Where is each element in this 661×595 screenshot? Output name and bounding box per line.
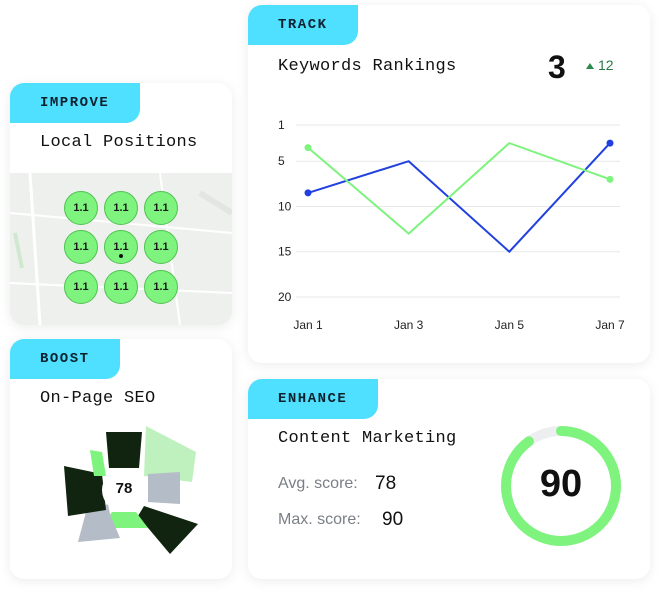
boost-title: On-Page SEO xyxy=(40,389,156,408)
x-tick-label: Jan 1 xyxy=(293,318,323,332)
seo-polar-chart xyxy=(64,426,198,554)
grid-dot[interactable]: 1.1 xyxy=(144,230,178,264)
grid-dot[interactable]: 1.1 xyxy=(64,270,98,304)
x-tick-label: Jan 3 xyxy=(394,318,424,332)
track-card: TRACK Keywords Rankings 3 12 1 5 10 15 20 Jan… xyxy=(248,5,650,363)
boost-card: BOOST On-Page SEO 78 xyxy=(10,339,232,579)
grid-dot[interactable]: 1.1 xyxy=(104,270,138,304)
improve-card: IMPROVE Local Positions 1.1 1.1 1.1 1.1 … xyxy=(10,83,232,325)
seo-score: 78 xyxy=(115,480,133,497)
location-pin-icon xyxy=(119,254,123,258)
improve-title: Local Positions xyxy=(40,133,198,152)
rank-change: 12 xyxy=(598,57,614,73)
gauge-value: 90 xyxy=(539,463,583,505)
grid-dot[interactable]: 1.1 xyxy=(104,191,138,225)
y-tick-label: 15 xyxy=(278,245,292,259)
enhance-title: Content Marketing xyxy=(278,429,457,448)
series-line xyxy=(307,141,611,235)
rank-up-icon xyxy=(586,63,594,69)
x-tick-label: Jan 7 xyxy=(595,318,625,332)
series-point xyxy=(304,189,312,197)
max-score-value: 90 xyxy=(382,509,404,530)
series-point xyxy=(606,139,614,147)
max-score-label: Max. score: xyxy=(278,511,361,528)
y-tick-label: 5 xyxy=(278,154,285,168)
score-gauge xyxy=(501,426,621,546)
boost-tag: BOOST xyxy=(10,339,120,379)
series-point xyxy=(304,144,312,152)
gauge-fill xyxy=(501,426,621,546)
y-tick-label: 10 xyxy=(278,199,292,213)
series-line xyxy=(307,142,611,254)
track-title: Keywords Rankings xyxy=(278,57,457,76)
enhance-tag: ENHANCE xyxy=(248,379,378,419)
grid-dot[interactable]: 1.1 xyxy=(144,191,178,225)
series-point xyxy=(606,175,614,183)
local-map: 1.1 1.1 1.1 1.1 1.1 1.1 1.1 1.1 1.1 xyxy=(10,173,232,325)
grid-dot[interactable]: 1.1 xyxy=(64,191,98,225)
enhance-card: ENHANCE Content Marketing Avg. score: 78… xyxy=(248,379,650,579)
y-tick-label: 20 xyxy=(278,290,292,304)
avg-score-value: 78 xyxy=(375,473,397,494)
track-tag: TRACK xyxy=(248,5,358,45)
improve-tag: IMPROVE xyxy=(10,83,140,123)
grid-dot[interactable]: 1.1 xyxy=(64,230,98,264)
grid-dot[interactable]: 1.1 xyxy=(104,230,138,264)
grid-dot[interactable]: 1.1 xyxy=(144,270,178,304)
x-tick-label: Jan 5 xyxy=(495,318,525,332)
avg-score-label: Avg. score: xyxy=(278,475,358,492)
rank-value: 3 xyxy=(548,49,566,85)
y-tick-label: 1 xyxy=(278,118,285,132)
